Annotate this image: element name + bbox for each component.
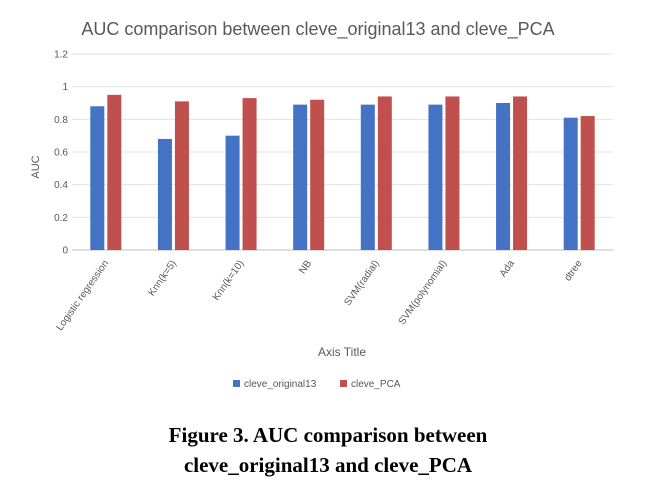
x-tick-label: Logistic regression xyxy=(54,258,111,333)
x-tick-label: NB xyxy=(297,258,314,276)
gridlines xyxy=(72,53,613,218)
legend-swatch xyxy=(233,380,240,387)
caption-line-2: cleve_original13 and cleve_PCA xyxy=(183,453,473,477)
x-tick-label: SVM(radial) xyxy=(342,258,381,308)
bar-cleve_original13-dtree xyxy=(563,117,578,250)
chart-title: AUC comparison between cleve_original13 … xyxy=(81,19,554,40)
figure-caption: Figure 3. AUC comparison between cleve_o… xyxy=(0,420,656,480)
bar-cleve_original13-Knn(k=5) xyxy=(157,138,172,250)
bars xyxy=(90,94,595,251)
bar-cleve_PCA-Logistic regression xyxy=(107,94,122,250)
y-tick-label: 0.8 xyxy=(54,115,68,126)
bar-cleve_PCA-SVM(polynomial) xyxy=(445,96,460,250)
x-tick-label: SVM(polynomial) xyxy=(397,258,450,327)
x-axis-ticks: Logistic regression Knn(k=5) Knn(k=10) NB SV… xyxy=(54,258,584,333)
bar-cleve_PCA-SVM(radial) xyxy=(377,96,392,250)
bar-cleve_PCA-dtree xyxy=(580,116,595,250)
y-tick-label: 0.2 xyxy=(54,213,68,224)
legend-label: cleve_original13 xyxy=(244,379,317,390)
bar-cleve_PCA-Ada xyxy=(513,96,528,250)
y-axis-label: AUC xyxy=(30,155,42,178)
x-tick-label: Ada xyxy=(498,258,517,279)
y-axis-ticks: 0 0.2 0.4 0.6 0.8 1 1.2 xyxy=(54,50,68,257)
legend: cleve_original13 cleve_PCA xyxy=(233,379,401,390)
x-tick-label: Knn(k=5) xyxy=(146,258,178,298)
caption-line-1: Figure 3. AUC comparison between xyxy=(168,423,488,447)
y-tick-label: 0 xyxy=(62,246,68,257)
y-tick-label: 0.4 xyxy=(54,180,68,191)
bar-cleve_original13-Logistic regression xyxy=(90,106,105,251)
y-tick-label: 0.6 xyxy=(54,148,68,159)
x-tick-label: Knn(k=10) xyxy=(211,258,247,302)
bar-cleve_original13-Ada xyxy=(496,103,511,250)
x-tick-label: dtree xyxy=(563,258,585,283)
y-tick-label: 1.2 xyxy=(54,50,68,61)
x-axis-label: Axis Title xyxy=(318,345,366,359)
bar-cleve_PCA-Knn(k=5) xyxy=(174,101,189,250)
bar-cleve_original13-NB xyxy=(293,104,308,250)
bar-cleve_PCA-Knn(k=10) xyxy=(242,98,257,250)
legend-label: cleve_PCA xyxy=(351,379,401,390)
legend-swatch xyxy=(340,380,347,387)
bar-cleve_PCA-NB xyxy=(310,99,325,250)
bar-cleve_original13-SVM(polynomial) xyxy=(428,104,443,250)
bar-cleve_original13-Knn(k=10) xyxy=(225,135,240,250)
bar-cleve_original13-SVM(radial) xyxy=(360,104,375,250)
y-tick-label: 1 xyxy=(62,82,68,93)
